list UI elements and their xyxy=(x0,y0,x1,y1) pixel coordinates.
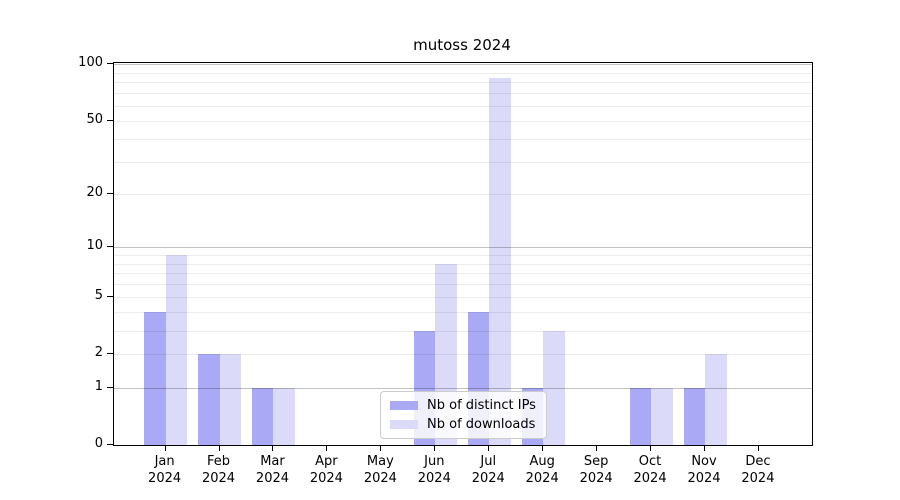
legend-label: Nb of downloads xyxy=(427,417,536,432)
x-tick-sep xyxy=(596,445,598,451)
gridline-1 xyxy=(114,387,812,389)
y-tick-label-100: 100 xyxy=(78,55,103,71)
x-tick-may xyxy=(380,445,382,451)
gridline-5 xyxy=(114,297,812,299)
y-tick-0 xyxy=(107,444,113,445)
legend-label: Nb of distinct IPs xyxy=(427,398,536,413)
gridline-3 xyxy=(114,330,812,332)
x-tick-mar xyxy=(272,445,274,451)
y-tick-2 xyxy=(107,353,113,355)
gridline-4 xyxy=(114,312,812,314)
x-tick-label-may: May 2024 xyxy=(363,454,397,486)
x-tick-label-mar: Mar 2024 xyxy=(255,454,290,486)
bar-downloads-jul xyxy=(489,77,511,445)
bar-ips-jan xyxy=(144,312,166,445)
bar-ips-mar xyxy=(251,387,274,445)
x-tick-label-feb: Feb 2024 xyxy=(201,454,236,486)
x-tick-jun xyxy=(434,445,436,451)
legend-item-ips: Nb of distinct IPs xyxy=(390,398,536,413)
legend-item-downloads: Nb of downloads xyxy=(390,417,536,432)
bar-downloads-nov xyxy=(705,354,727,445)
y-tick-1 xyxy=(107,386,113,388)
bar-downloads-feb xyxy=(219,354,242,445)
gridline-90 xyxy=(114,72,812,74)
x-tick-label-dec: Dec 2024 xyxy=(741,454,775,486)
gridline-50 xyxy=(114,120,812,122)
gridline-100 xyxy=(114,64,812,66)
y-tick-100 xyxy=(107,63,113,65)
bar-ips-feb xyxy=(198,354,220,445)
x-tick-label-jun: Jun 2024 xyxy=(417,454,451,486)
x-tick-apr xyxy=(326,445,328,451)
bar-downloads-aug xyxy=(543,330,565,445)
x-tick-jan xyxy=(164,445,166,451)
gridline-9 xyxy=(114,255,812,257)
gridline-60 xyxy=(114,105,812,107)
legend: Nb of distinct IPs Nb of downloads xyxy=(380,391,547,439)
y-tick-20 xyxy=(107,192,113,194)
y-tick-50 xyxy=(107,119,113,121)
x-tick-feb xyxy=(218,445,220,451)
gridline-40 xyxy=(114,138,812,140)
gridline-10 xyxy=(114,247,812,249)
x-tick-nov xyxy=(704,445,705,451)
y-tick-label-1: 1 xyxy=(94,378,103,394)
gridline-80 xyxy=(114,82,812,84)
x-tick-label-sep: Sep 2024 xyxy=(579,454,613,486)
bar-downloads-oct xyxy=(651,387,673,445)
plot-area xyxy=(113,62,813,446)
legend-swatch-icon xyxy=(390,420,418,429)
y-tick-5 xyxy=(107,296,113,298)
x-tick-jul xyxy=(488,445,490,451)
bar-downloads-mar xyxy=(273,387,295,445)
y-tick-10 xyxy=(107,246,113,248)
gridline-7 xyxy=(114,273,812,275)
y-tick-label-0: 0 xyxy=(94,436,103,451)
chart-title: mutoss 2024 xyxy=(413,36,511,54)
x-tick-aug xyxy=(542,445,544,451)
gridline-8 xyxy=(114,263,812,265)
x-tick-label-jan: Jan 2024 xyxy=(148,454,182,486)
x-tick-label-jul: Jul 2024 xyxy=(471,454,505,486)
y-tick-label-20: 20 xyxy=(86,184,103,200)
legend-swatch-icon xyxy=(390,401,418,410)
x-tick-label-apr: Apr 2024 xyxy=(309,454,343,486)
gridline-20 xyxy=(114,193,812,195)
x-tick-oct xyxy=(650,445,652,451)
y-tick-label-5: 5 xyxy=(94,288,103,304)
bar-ips-oct xyxy=(629,387,652,445)
x-tick-label-nov: Nov 2024 xyxy=(687,454,721,486)
y-tick-label-50: 50 xyxy=(86,111,103,127)
x-tick-label-aug: Aug 2024 xyxy=(525,454,559,486)
x-tick-label-oct: Oct 2024 xyxy=(633,454,667,486)
bar-downloads-jan xyxy=(165,255,188,445)
gridline-70 xyxy=(114,93,812,95)
y-tick-label-10: 10 xyxy=(86,238,103,254)
x-tick-dec xyxy=(757,445,759,451)
bar-ips-nov xyxy=(683,387,705,445)
gridline-30 xyxy=(114,161,812,163)
gridline-6 xyxy=(114,284,812,286)
gridline-2 xyxy=(114,354,812,356)
y-tick-label-2: 2 xyxy=(94,345,103,361)
